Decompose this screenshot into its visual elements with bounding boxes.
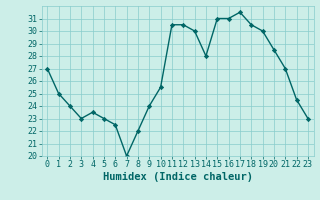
X-axis label: Humidex (Indice chaleur): Humidex (Indice chaleur) <box>103 172 252 182</box>
